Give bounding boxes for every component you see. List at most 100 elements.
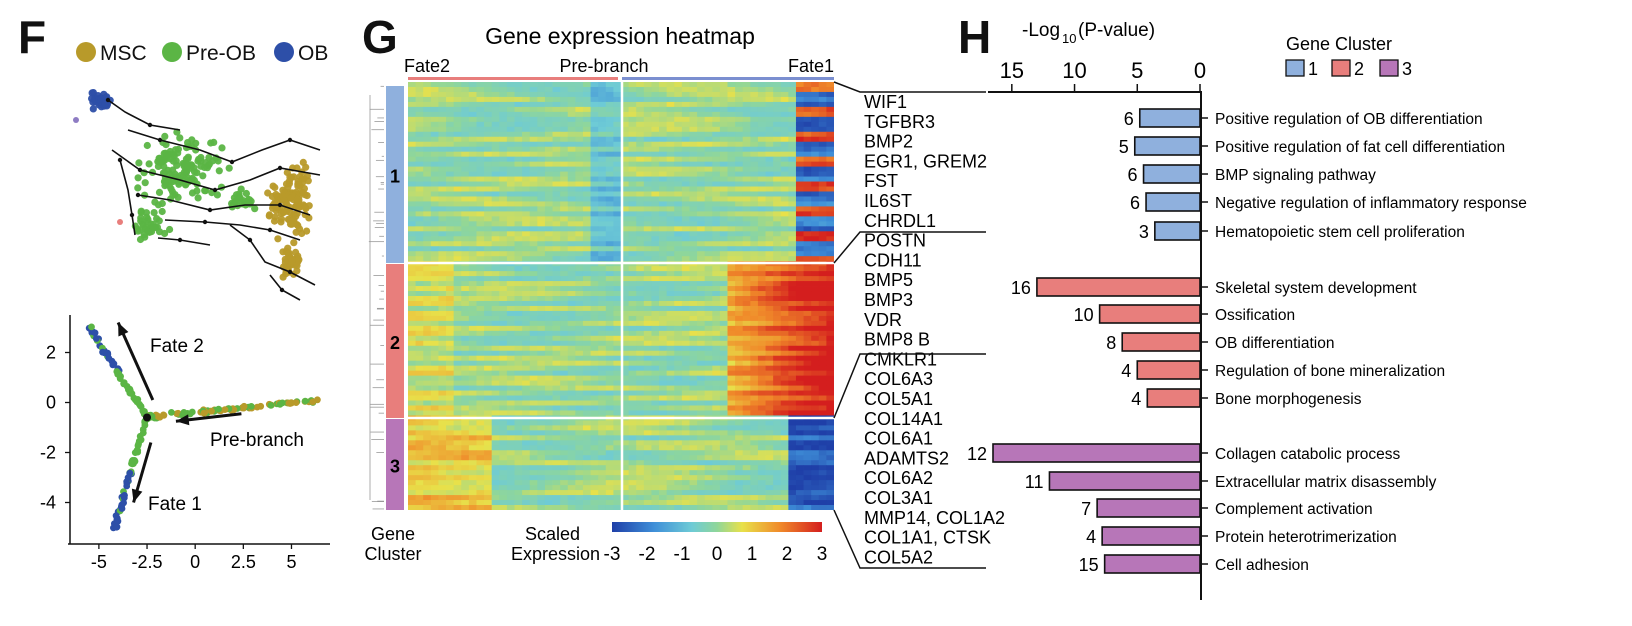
heatmap-cell	[621, 345, 630, 352]
heatmap-cell	[408, 121, 417, 128]
trajectory-point	[267, 402, 275, 409]
heatmap-cell	[735, 395, 744, 401]
heatmap-cell	[757, 335, 766, 342]
heatmap-cell	[704, 106, 713, 113]
heatmap-cell	[476, 126, 485, 133]
heatmap-cell	[438, 445, 447, 451]
heatmap-cell	[628, 231, 637, 237]
heatmap-cell	[446, 231, 455, 237]
heatmap-cell	[628, 410, 637, 416]
heatmap-cell	[613, 390, 622, 396]
heatmap-cell	[788, 315, 797, 322]
heatmap-cell	[560, 330, 569, 337]
heatmap-cell	[780, 171, 789, 177]
heatmap-cell	[567, 450, 576, 456]
heatmap-cell	[826, 201, 834, 207]
heatmap-cell	[803, 330, 812, 337]
heatmap-cell	[582, 455, 591, 461]
heatmap-cell	[575, 161, 584, 168]
heatmap-cell	[537, 400, 546, 406]
heatmap-cell	[659, 296, 668, 302]
heatmap-cell	[529, 320, 538, 327]
heatmap-cell	[788, 281, 797, 287]
heatmap-cell	[697, 430, 706, 436]
heatmap-cell	[522, 355, 531, 362]
heatmap-cell	[506, 241, 515, 247]
heatmap-cell	[643, 276, 652, 282]
heatmap-cell	[605, 256, 614, 262]
heatmap-cell	[689, 440, 698, 446]
heatmap-cell	[659, 121, 668, 128]
heatmap-cell	[590, 181, 599, 187]
heatmap-cell	[818, 390, 827, 396]
heatmap-cell	[628, 405, 637, 411]
heatmap-cell	[468, 400, 477, 406]
heatmap-cell	[560, 141, 569, 148]
heatmap-cell	[727, 296, 736, 302]
heatmap-cell	[582, 82, 591, 88]
heatmap-cell	[506, 405, 515, 411]
heatmap-cell	[651, 365, 660, 372]
point-msc	[281, 258, 289, 266]
heatmap-cell	[484, 126, 493, 133]
heatmap-cell	[446, 300, 455, 307]
heatmap-cell	[643, 355, 652, 362]
heatmap-cell	[430, 450, 439, 456]
heatmap-cell	[621, 370, 630, 377]
heatmap-cell	[818, 82, 827, 88]
heatmap-cell	[643, 350, 652, 357]
heatmap-cell	[613, 286, 622, 292]
heatmap-cell	[605, 296, 614, 302]
heatmap-cell	[689, 286, 698, 292]
heatmap-cell	[461, 126, 470, 133]
heatmap-cell	[674, 345, 683, 352]
heatmap-cell	[430, 305, 439, 312]
heatmap-cell	[757, 405, 766, 411]
heatmap-cell	[719, 405, 728, 411]
heatmap-cell	[697, 455, 706, 461]
heatmap-cell	[795, 231, 804, 237]
heatmap-cell	[598, 440, 607, 446]
heatmap-cell	[735, 345, 744, 352]
heatmap-cell	[727, 345, 736, 352]
heatmap-cell	[408, 370, 417, 377]
heatmap-cell	[567, 256, 576, 262]
heatmap-cell	[499, 296, 508, 302]
heatmap-cell	[484, 395, 493, 401]
heatmap-cell	[621, 410, 630, 416]
heatmap-cell	[681, 305, 690, 312]
heatmap-cell	[712, 206, 721, 212]
heatmap-cell	[529, 211, 538, 217]
heatmap-cell	[780, 246, 789, 252]
heatmap-cell	[643, 305, 652, 312]
heatmap-cell	[423, 116, 432, 123]
heatmap-cell	[674, 440, 683, 446]
heatmap-cell	[719, 161, 728, 168]
heatmap-cell	[522, 186, 531, 192]
heatmap-cell	[773, 86, 782, 93]
heatmap-cell	[742, 271, 751, 277]
heatmap-cell	[803, 221, 812, 227]
heatmap-cell	[719, 350, 728, 357]
heatmap-cell	[757, 106, 766, 113]
heatmap-cell	[681, 211, 690, 217]
heatmap-cell	[590, 216, 599, 222]
heatmap-cell	[742, 440, 751, 446]
heatmap-cell	[446, 435, 455, 441]
heatmap-cell	[491, 136, 500, 143]
point-msc	[270, 217, 279, 225]
heatmap-cell	[727, 191, 736, 197]
heatmap-cell	[750, 320, 759, 327]
heatmap-cell	[575, 365, 584, 372]
heatmap-cell	[719, 141, 728, 148]
heatmap-cell	[468, 385, 477, 391]
heatmap-cell	[560, 375, 569, 382]
heatmap-cell	[430, 286, 439, 292]
heatmap-cell	[727, 400, 736, 406]
heatmap-cell	[719, 395, 728, 401]
heatmap-cell	[704, 420, 713, 426]
heatmap-cell	[560, 251, 569, 257]
heatmap-cell	[423, 256, 432, 262]
heatmap-cell	[681, 271, 690, 277]
heatmap-cell	[621, 310, 630, 317]
